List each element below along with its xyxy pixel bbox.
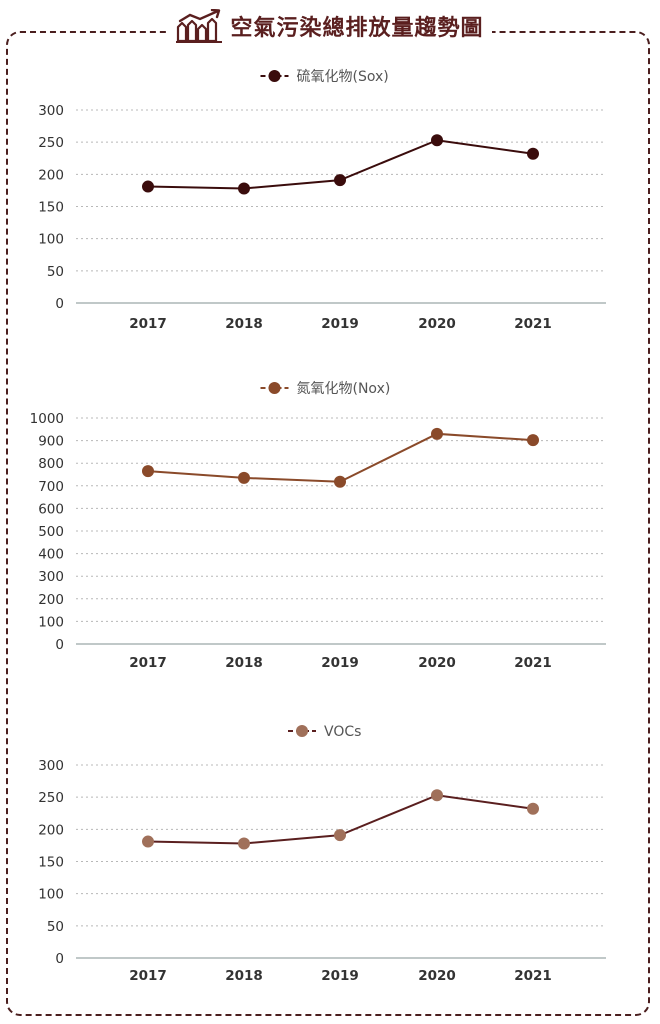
data-point xyxy=(527,147,539,160)
y-tick-label: 400 xyxy=(38,547,64,563)
y-tick-label: 1000 xyxy=(30,411,64,427)
legend: VOCs xyxy=(288,724,361,740)
x-tick-label: 2019 xyxy=(321,316,359,332)
legend-label: VOCs xyxy=(324,724,361,740)
data-point xyxy=(142,180,154,193)
y-tick-label: 0 xyxy=(55,296,64,312)
y-tick-label: 250 xyxy=(38,790,64,806)
title-box: 空氣污染總排放量趨勢圖 xyxy=(168,6,492,46)
y-tick-label: 250 xyxy=(38,135,64,151)
x-tick-label: 2019 xyxy=(321,968,359,984)
chart-trend-icon xyxy=(176,9,223,43)
legend-marker xyxy=(296,725,308,737)
data-point xyxy=(431,134,443,147)
y-tick-label: 300 xyxy=(38,569,64,585)
y-tick-label: 300 xyxy=(38,103,64,119)
data-point xyxy=(431,789,443,802)
page-title: 空氣污染總排放量趨勢圖 xyxy=(230,16,484,41)
x-tick-label: 2017 xyxy=(129,968,167,984)
chart-vocs: 0 50 100 150 200 250 300 2017 2018 2019 2020 2021 VO… xyxy=(38,724,606,984)
legend-marker xyxy=(268,70,281,82)
y-tick-label: 900 xyxy=(38,434,64,450)
data-point xyxy=(527,434,539,447)
y-tick-label: 700 xyxy=(38,479,64,495)
x-tick-label: 2018 xyxy=(225,968,263,984)
data-point xyxy=(238,182,250,195)
legend: 氮氧化物(Nox) xyxy=(260,381,391,397)
chart-nox: 0 100 200 300 400 500 600 700 800 900 1000 2017 2018… xyxy=(30,381,606,671)
data-point xyxy=(431,427,443,440)
y-tick-label: 100 xyxy=(38,887,64,903)
x-tick-label: 2020 xyxy=(418,316,456,332)
x-tick-label: 2021 xyxy=(514,316,552,332)
title-area: 空氣污染總排放量趨勢圖 xyxy=(0,6,660,47)
x-tick-label: 2017 xyxy=(129,655,167,671)
data-point xyxy=(527,802,539,815)
x-tick-label: 2018 xyxy=(225,655,263,671)
y-tick-label: 150 xyxy=(38,200,64,216)
y-tick-label: 300 xyxy=(38,758,64,774)
legend: 硫氧化物(Sox) xyxy=(260,69,389,85)
data-point xyxy=(334,475,346,488)
data-point xyxy=(334,829,346,842)
y-tick-label: 600 xyxy=(38,501,64,517)
chart-sox: 0 50 100 150 200 250 300 2017 2018 2019 2020 2021 硫氧… xyxy=(38,69,606,332)
x-tick-label: 2021 xyxy=(514,655,552,671)
y-tick-label: 150 xyxy=(38,855,64,871)
y-tick-label: 100 xyxy=(38,614,64,630)
x-tick-label: 2020 xyxy=(418,968,456,984)
y-tick-label: 500 xyxy=(38,524,64,540)
y-tick-label: 0 xyxy=(55,637,64,653)
x-tick-label: 2020 xyxy=(418,655,456,671)
y-tick-label: 200 xyxy=(38,822,64,838)
legend-marker xyxy=(268,382,281,394)
data-point xyxy=(238,837,250,850)
y-tick-label: 800 xyxy=(38,456,64,472)
data-point xyxy=(142,835,154,848)
data-point xyxy=(334,174,346,187)
legend-label: 氮氧化物(Nox) xyxy=(297,381,391,397)
y-tick-label: 100 xyxy=(38,232,64,248)
y-tick-label: 0 xyxy=(55,951,64,967)
x-tick-label: 2021 xyxy=(514,968,552,984)
y-tick-label: 50 xyxy=(47,919,64,935)
data-point xyxy=(142,465,154,478)
legend-label: 硫氧化物(Sox) xyxy=(297,69,389,85)
x-tick-label: 2019 xyxy=(321,655,359,671)
y-tick-label: 50 xyxy=(47,264,64,280)
x-tick-label: 2018 xyxy=(225,316,263,332)
data-point xyxy=(238,471,250,484)
y-tick-label: 200 xyxy=(38,592,64,608)
y-tick-label: 200 xyxy=(38,167,64,183)
x-tick-label: 2017 xyxy=(129,316,167,332)
